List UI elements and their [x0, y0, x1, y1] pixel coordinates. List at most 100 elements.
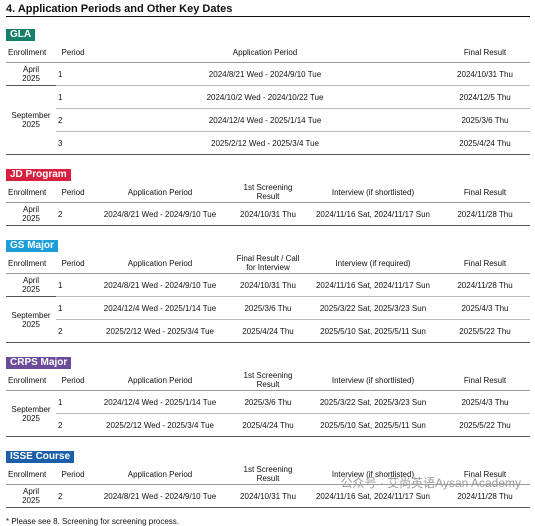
enrollment: September 2025 [11, 111, 51, 129]
schedule-table: Enrollment Period Application Period 1st Sc… [6, 182, 530, 226]
column-header: Enrollment [6, 182, 56, 203]
header-row: Enrollment Period Application Period 1st Sc… [6, 182, 530, 203]
period: 2 [56, 108, 90, 132]
date-cell: 2024/12/4 Wed - 2025/1/14 Tue [90, 296, 230, 320]
section-label: JD Program [6, 169, 71, 181]
section-label: GLA [6, 29, 36, 41]
footnote: * Please see 8. Screening for screening … [6, 517, 179, 526]
schedule-table: Enrollment Period Application Period 1st Sc… [6, 370, 530, 437]
schedule-table: Enrollment Period Application Period Final … [6, 42, 530, 155]
data-row: September 2025 1 2024/12/4 Wed - 2025/1/14… [6, 296, 530, 343]
data-row: April 2025 2 2024/8/21 Wed - 2024/9/10 Tue… [6, 484, 530, 508]
date-cell: 2025/4/24 Thu [440, 131, 530, 155]
column-header: Final Result [440, 42, 530, 63]
period: 1 [56, 273, 90, 297]
data-row: 3 2025/2/12 Wed - 2025/3/4 Tue 2025/4/24 T… [6, 131, 530, 155]
data-row: 2 2024/12/4 Wed - 2025/1/14 Tue 2025/3/6 T… [6, 108, 530, 132]
period: 1 [56, 85, 90, 109]
column-header: Interview (if shortlisted) [306, 182, 440, 203]
column-header: Period [56, 182, 90, 203]
watermark: 公众号 · 艾尚英语Aysan Academy [340, 476, 522, 490]
schedule-table: Enrollment Period Application Period 1st Sc… [6, 464, 530, 508]
date-cell: 2025/3/22 Sat, 2025/3/23 Sun [306, 296, 440, 320]
enrollment-cell: September 2025 [6, 390, 56, 437]
date-cell: 2025/5/10 Sat, 2025/5/11 Sun [306, 319, 440, 343]
period: 1 [56, 62, 90, 86]
column-header: Interview (if shortlisted) [306, 464, 440, 485]
enrollment-cell: September 2025 [6, 85, 56, 155]
date-cell: 2025/4/3 Thu [440, 296, 530, 320]
enrollment: April 2025 [22, 276, 40, 294]
section: ISSE Course Enrollment Period Application P… [6, 446, 530, 508]
column-header: 1st Screening Result [230, 182, 306, 203]
section-label: CRPS Major [6, 357, 72, 369]
schedule-table: Enrollment Period Application Period Final … [6, 253, 530, 343]
column-header: Interview (if required) [306, 253, 440, 274]
date-cell: 2025/4/3 Thu [440, 390, 530, 414]
column-header: Interview (if shortlisted) [306, 370, 440, 391]
date-cell: 2025/4/24 Thu [230, 413, 306, 437]
date-cell: 2024/8/21 Wed - 2024/9/10 Tue [90, 273, 230, 297]
column-header: Application Period [90, 464, 230, 485]
column-header: Period [56, 464, 90, 485]
column-header: Period [56, 253, 90, 274]
column-header: Enrollment [6, 253, 56, 274]
period: 3 [56, 131, 90, 155]
date-cell: 2024/10/31 Thu [230, 202, 306, 226]
period: 1 [56, 296, 90, 320]
date-cell: 2024/11/16 Sat, 2024/11/17 Sun [306, 202, 440, 226]
column-header: Final Result [440, 182, 530, 203]
enrollment-cell: April 2025 [6, 202, 56, 226]
date-cell: 2025/5/22 Thu [440, 319, 530, 343]
data-row: 2 2025/2/12 Wed - 2025/3/4 Tue 2025/4/24 T… [6, 319, 530, 343]
date-cell: 2025/3/6 Thu [230, 390, 306, 414]
column-header: Final Result [440, 253, 530, 274]
title: 4. Application Periods and Other Key Dat… [6, 2, 530, 17]
date-cell: 2025/3/6 Thu [440, 108, 530, 132]
enrollment-cell: April 2025 [6, 484, 56, 508]
header-row: Enrollment Period Application Period Final … [6, 253, 530, 274]
period: 2 [56, 319, 90, 343]
header-row: Enrollment Period Application Period 1st Sc… [6, 464, 530, 485]
date-cell: 2025/3/6 Thu [230, 296, 306, 320]
date-cell: 2025/5/10 Sat, 2025/5/11 Sun [306, 413, 440, 437]
column-header: Period [56, 370, 90, 391]
document: 4. Application Periods and Other Key Dat… [6, 2, 530, 526]
section: GS Major Enrollment Period Application Peri… [6, 235, 530, 343]
date-cell: 2024/10/31 Thu [230, 484, 306, 508]
date-cell: 2024/11/16 Sat, 2024/11/17 Sun [306, 273, 440, 297]
date-cell: 2025/4/24 Thu [230, 319, 306, 343]
column-header: Final Result [440, 370, 530, 391]
column-header: Application Period [90, 182, 230, 203]
date-cell: 2024/8/21 Wed - 2024/9/10 Tue [90, 62, 440, 86]
enrollment-cell: September 2025 [6, 296, 56, 343]
period: 2 [56, 202, 90, 226]
section-label: GS Major [6, 240, 58, 252]
column-header: Final Result / Call for Interview [230, 253, 306, 274]
column-header: Enrollment [6, 464, 56, 485]
section-label: ISSE Course [6, 451, 75, 463]
enrollment: April 2025 [22, 205, 40, 223]
date-cell: 2024/8/21 Wed - 2024/9/10 Tue [90, 202, 230, 226]
section: GLA Enrollment Period Application Period Fin… [6, 24, 530, 155]
date-cell: 2024/12/5 Thu [440, 85, 530, 109]
date-cell: 2024/11/28 Thu [440, 202, 530, 226]
data-row: September 2025 1 2024/12/4 Wed - 2025/1/14… [6, 390, 530, 437]
period: 2 [56, 413, 90, 437]
column-header: Application Period [90, 370, 230, 391]
date-cell: 2024/11/28 Thu [440, 273, 530, 297]
enrollment: April 2025 [22, 65, 40, 83]
period: 1 [56, 390, 90, 414]
column-header: Application Period [90, 42, 440, 63]
enrollment-cell: April 2025 [6, 62, 56, 86]
date-cell: 2025/2/12 Wed - 2025/3/4 Tue [90, 413, 230, 437]
header-row: Enrollment Period Application Period 1st Sc… [6, 370, 530, 391]
date-cell: 2024/12/4 Wed - 2025/1/14 Tue [90, 108, 440, 132]
data-row: April 2025 2 2024/8/21 Wed - 2024/9/10 Tue… [6, 202, 530, 226]
section: CRPS Major Enrollment Period Application Pe… [6, 352, 530, 437]
page: {"title": "4. Application Periods and Ot… [6, 3, 530, 526]
date-cell: 2024/12/4 Wed - 2025/1/14 Tue [90, 390, 230, 414]
column-header: 1st Screening Result [230, 464, 306, 485]
date-cell: 2024/8/21 Wed - 2024/9/10 Tue [90, 484, 230, 508]
date-cell: 2025/2/12 Wed - 2025/3/4 Tue [90, 319, 230, 343]
